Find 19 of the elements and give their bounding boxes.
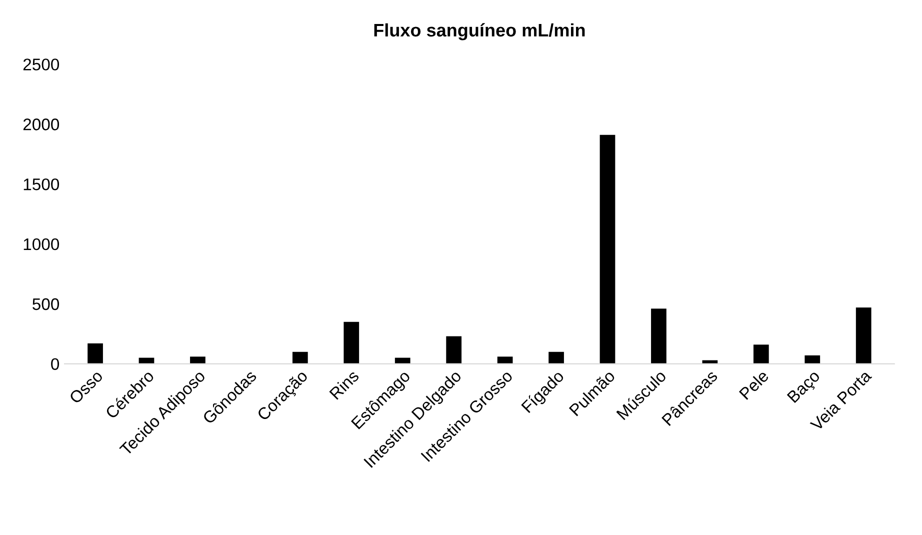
bar xyxy=(753,344,769,364)
y-tick-label: 1000 xyxy=(24,238,60,250)
bar xyxy=(292,352,308,364)
y-tick-label: 1500 xyxy=(24,178,60,190)
y-tick-label: 2000 xyxy=(23,118,60,130)
bar xyxy=(548,352,564,364)
bar xyxy=(446,336,462,364)
y-tick-label: 500 xyxy=(32,298,60,310)
bar xyxy=(344,322,360,364)
bar xyxy=(190,356,206,364)
bar xyxy=(88,343,103,364)
y-tick-label: 2500 xyxy=(23,58,60,70)
bar xyxy=(804,355,820,364)
bar xyxy=(651,308,666,364)
x-tick-label: Pele xyxy=(738,369,770,400)
bar xyxy=(856,307,872,364)
y-tick-label: 0 xyxy=(51,358,60,370)
bar xyxy=(600,134,616,364)
chart-title: Fluxo sanguíneo mL/min xyxy=(374,23,585,40)
